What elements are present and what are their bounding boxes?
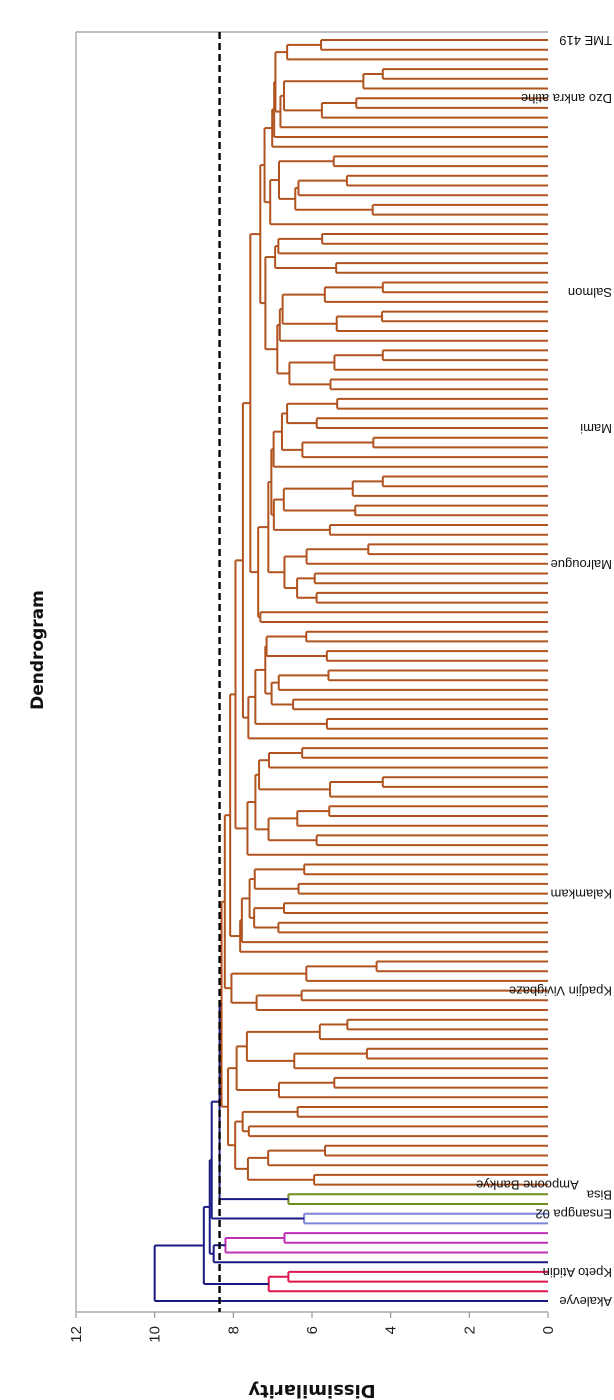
chart-title: Dendrogram <box>28 590 48 710</box>
tick-label: 12 <box>68 1326 85 1343</box>
leaf-label: Malrougue <box>551 557 612 572</box>
leaf-label: Salmon <box>568 285 612 300</box>
leaf-label: Dzo ankra atihe <box>521 91 612 106</box>
axis-title: Dissimilarity <box>248 1380 376 1400</box>
tick-label: 0 <box>540 1326 557 1334</box>
dendrogram-links <box>153 32 548 1312</box>
leaf-label: Akalevye <box>559 1294 612 1309</box>
leaf-label: Kpadjin Vivigbaze <box>509 984 612 999</box>
tick-label: 10 <box>147 1326 164 1343</box>
tick-label: 6 <box>304 1326 321 1334</box>
leaf-label: Mami <box>580 421 612 436</box>
leaf-label: TME 419 <box>559 33 612 48</box>
leaf-label: Ensangpa 02 <box>535 1207 612 1222</box>
axis-ticks: 12 10 8 6 4 2 0 <box>68 1312 557 1343</box>
leaf-label: Bisa <box>586 1187 612 1202</box>
leaf-label: Kpeto Atidin <box>543 1265 612 1280</box>
tick-label: 2 <box>461 1326 478 1334</box>
leaf-label: Kalamkam <box>551 887 612 902</box>
leaf-labels: Akalevye Kpeto Atidin Ensangpa 02 Bisa Ampoo… <box>476 33 612 1309</box>
tick-label: 4 <box>383 1326 400 1334</box>
tick-label: 8 <box>225 1326 242 1334</box>
leaf-label: Ampoone Bankye <box>476 1178 579 1193</box>
